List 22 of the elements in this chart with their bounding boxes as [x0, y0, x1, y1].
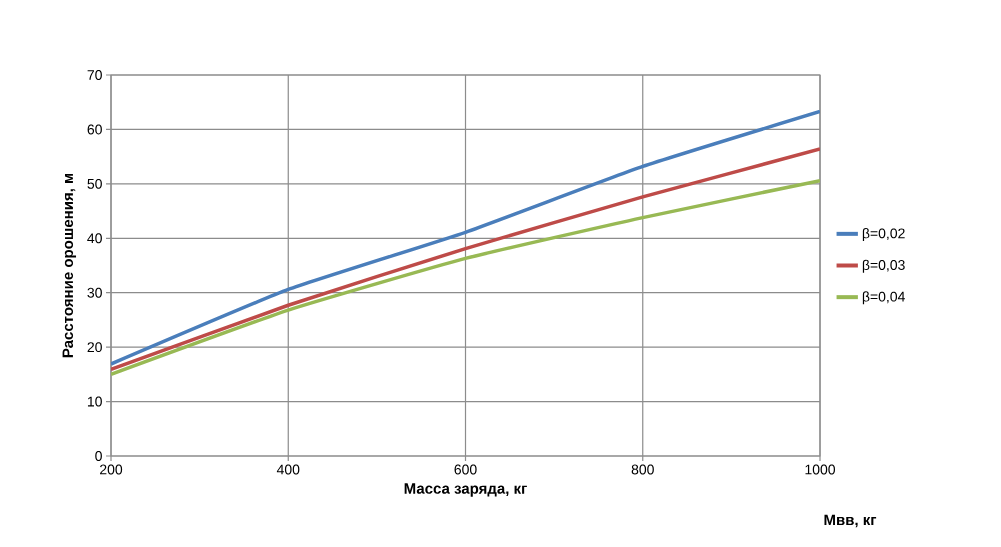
y-tick-label: 30 — [87, 287, 102, 298]
y-tick-label: 60 — [87, 124, 102, 135]
legend-label: β=0,03 — [862, 259, 905, 273]
line-series — [111, 178, 820, 377]
x-axis-title: Масса заряда, кг — [404, 483, 527, 497]
line-series — [111, 109, 820, 366]
text: Мвв, кг — [824, 514, 877, 528]
x-tick-label: 200 — [100, 464, 123, 475]
x-tick-label: 800 — [631, 464, 654, 475]
line-series — [111, 147, 820, 372]
x-tick-label: 600 — [454, 464, 477, 475]
y-tick-label: 40 — [87, 233, 102, 244]
legend-label: β=0,04 — [862, 291, 905, 305]
y-tick-label: 70 — [87, 70, 102, 80]
legend-label: β=0,02 — [862, 228, 905, 242]
y-tick-label: 50 — [87, 178, 102, 189]
x-tick-label: 1000 — [805, 464, 836, 475]
y-axis-title: Расстояние орошения, м — [62, 173, 77, 358]
y-tick-label: 0 — [95, 451, 102, 461]
y-tick-label: 10 — [87, 396, 102, 407]
y-tick-label: 20 — [87, 342, 102, 353]
x-tick-label: 400 — [276, 464, 300, 475]
